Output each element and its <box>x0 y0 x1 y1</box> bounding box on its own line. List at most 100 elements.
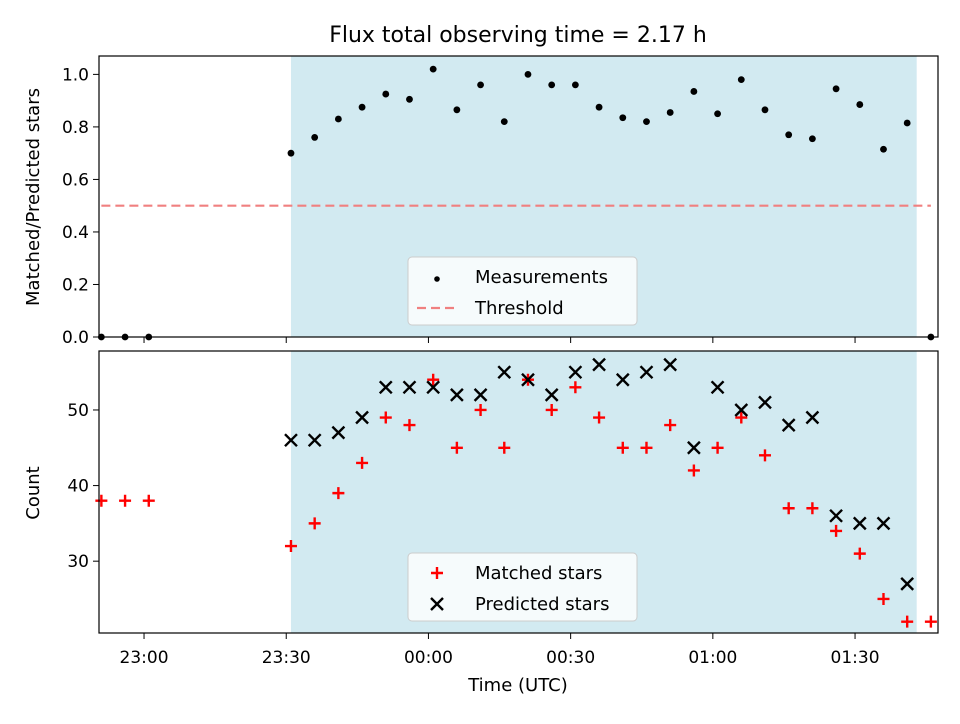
top-panel: 0.0 0.2 0.4 0.6 0.8 1.0 Measurements Threshold <box>62 55 939 348</box>
matched-star-point <box>308 517 321 530</box>
measurement-point <box>903 119 911 127</box>
predicted-star-point <box>663 357 678 372</box>
top-y-tick-label: 0.4 <box>62 223 89 243</box>
x-tick-label: 23:30 <box>262 648 311 668</box>
predicted-star-point <box>758 395 772 410</box>
measurement-point <box>808 135 816 143</box>
bottom-panel: 30 40 50 23:00 23:30 00:00 00:30 01:00 01:30 Matc… <box>67 350 939 668</box>
legend-box <box>407 256 638 326</box>
matched-star-point <box>450 441 463 454</box>
measurement-point <box>737 76 745 84</box>
predicted-star-point <box>805 410 820 425</box>
legend-label: Threshold <box>474 298 564 319</box>
measurement-point <box>406 95 413 103</box>
x-tick-label: 00:30 <box>546 648 595 668</box>
predicted-star-point <box>615 372 630 387</box>
matched-star-point <box>664 419 677 432</box>
top-y-axis-label: Matched/Predicted stars <box>23 88 44 306</box>
measurement-point <box>382 90 390 98</box>
matched-star-point <box>119 494 132 507</box>
x-tick-label: 23:00 <box>120 648 169 668</box>
matched-star-point <box>758 449 771 462</box>
x-tick-label: 01:30 <box>831 648 880 668</box>
matched-star-point <box>806 502 819 515</box>
matched-star-point <box>593 411 606 424</box>
matched-star-point <box>687 464 700 477</box>
bottom-legend: Matched stars Predicted stars <box>407 552 638 622</box>
predicted-star-point <box>402 380 417 395</box>
top-legend: Measurements Threshold <box>407 256 638 326</box>
measurement-point <box>643 118 650 126</box>
matched-star-point <box>782 502 795 515</box>
predicted-star-point <box>852 516 867 531</box>
measurement-point <box>785 131 793 139</box>
measurement-point <box>571 81 579 89</box>
chart-title: Flux total observing time = 2.17 h <box>329 23 707 48</box>
measurement-point <box>666 109 674 116</box>
x-axis-label: Time (UTC) <box>467 675 568 696</box>
matched-star-point <box>569 381 582 394</box>
predicted-star-point <box>497 365 512 380</box>
predicted-star-point <box>829 508 843 523</box>
predicted-star-point <box>284 433 298 448</box>
measurement-point <box>500 118 508 126</box>
bottom-y-tick-label: 50 <box>67 401 89 421</box>
legend-dot-marker <box>434 276 440 282</box>
matched-star-point <box>545 403 558 416</box>
measurement-point <box>595 103 603 111</box>
measurement-point <box>714 110 721 118</box>
predicted-star-point <box>450 388 464 402</box>
matched-star-point <box>830 524 843 537</box>
predicted-star-point <box>639 365 654 380</box>
top-series-measurements <box>97 65 935 341</box>
legend-label: Predicted stars <box>475 594 609 615</box>
matched-star-point <box>901 615 914 628</box>
top-axes-frame <box>98 55 939 338</box>
measurement-point <box>358 103 366 111</box>
matched-star-point <box>924 615 937 628</box>
measurement-point <box>548 81 556 89</box>
predicted-star-point <box>544 388 559 402</box>
bottom-series-matched-stars <box>95 373 937 628</box>
matched-star-point <box>640 441 653 454</box>
bottom-y-axis-label: Count <box>23 466 44 519</box>
predicted-star-point <box>710 380 725 395</box>
top-y-tick-label: 0.8 <box>62 118 89 138</box>
measurement-point <box>619 114 627 122</box>
measurement-point <box>832 85 840 93</box>
bottom-axes-frame <box>98 350 939 634</box>
measurement-point <box>429 65 437 73</box>
matched-star-point <box>877 592 890 605</box>
measurement-point <box>880 145 887 153</box>
predicted-star-point <box>307 433 322 448</box>
predicted-star-point <box>876 516 891 531</box>
predicted-star-point <box>734 403 749 417</box>
bottom-y-tick-label: 40 <box>67 477 89 497</box>
x-tick-label: 00:00 <box>404 648 453 668</box>
matched-star-point <box>427 373 440 386</box>
bottom-y-tick-label: 30 <box>67 552 89 572</box>
legend-label: Matched stars <box>475 563 602 584</box>
measurement-point <box>690 88 698 95</box>
top-y-tick-label: 0.0 <box>62 328 89 348</box>
matched-star-point <box>853 547 866 560</box>
predicted-star-point <box>900 577 915 591</box>
matched-star-point <box>735 411 748 424</box>
matched-star-point <box>711 441 724 454</box>
measurement-point <box>334 115 342 123</box>
matched-star-point <box>498 441 511 454</box>
matched-star-point <box>142 494 155 507</box>
legend-label: Measurements <box>475 267 608 288</box>
matched-star-point <box>332 487 345 500</box>
predicted-star-point <box>568 365 583 380</box>
top-y-tick-label: 0.2 <box>62 275 89 295</box>
matched-star-point <box>356 456 369 469</box>
predicted-star-point <box>473 388 488 402</box>
predicted-star-point <box>378 380 393 395</box>
matched-star-point <box>284 540 297 553</box>
measurement-point <box>524 70 532 78</box>
bottom-series-predicted-stars <box>284 357 915 591</box>
measurement-point <box>287 149 295 157</box>
